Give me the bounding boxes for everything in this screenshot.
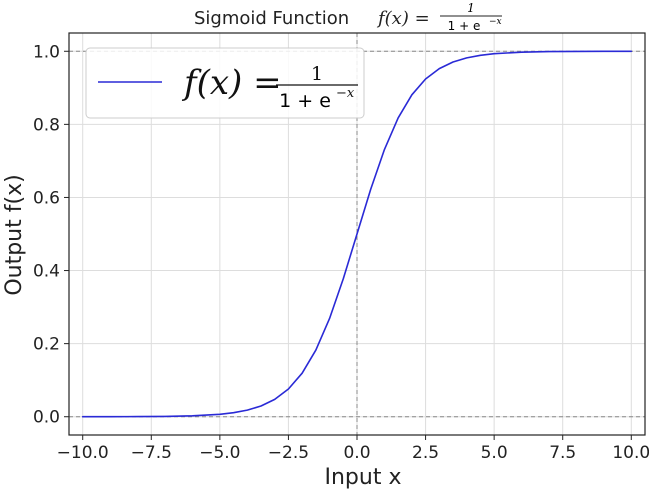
y-tick-label-4: 0.8	[33, 115, 60, 135]
legend-formula-exponent: −x	[336, 86, 355, 101]
x-tick-label-7: 7.5	[549, 443, 576, 463]
x-tick-label-4: 0.0	[343, 443, 370, 463]
x-tick-label-5: 2.5	[412, 443, 439, 463]
series-line-0	[81, 50, 633, 418]
y-tick-label-0: 0.0	[33, 408, 60, 428]
legend-formula-numerator: 1	[311, 63, 323, 85]
chart-title-group: Sigmoid Function f(x) = 1 1 + e −x	[194, 1, 502, 33]
series-layer	[81, 50, 633, 418]
chart-title-formula-exponent: −x	[489, 17, 502, 27]
chart-title-formula-numerator: 1	[467, 1, 475, 15]
legend-box	[85, 47, 365, 119]
chart-title-formula-denominator: 1 + e	[448, 19, 481, 33]
chart-title-formula-lhs: f(x) =	[376, 8, 430, 29]
y-tick-label-2: 0.4	[33, 262, 60, 282]
legend-formula-lhs: f(x) =	[181, 63, 282, 103]
chart-title: Sigmoid Function	[194, 8, 349, 29]
x-tick-label-3: −2.5	[268, 443, 309, 463]
x-axis-title: Input x	[325, 465, 402, 489]
y-tick-label-3: 0.6	[33, 188, 60, 208]
y-axis-title: Output f(x)	[2, 174, 27, 295]
legend-formula-denominator: 1 + e	[279, 90, 331, 112]
x-tick-label-8: 10.0	[612, 443, 649, 463]
x-tick-label-2: −5.0	[199, 443, 240, 463]
legend: f(x) = 1 1 + e −x	[85, 47, 365, 119]
y-tick-label-5: 1.0	[33, 42, 60, 62]
y-tick-label-1: 0.2	[33, 335, 60, 355]
y-axis-ticks: 0.0 0.2 0.4 0.6 0.8 1.0	[33, 42, 69, 428]
x-tick-label-0: −10.0	[57, 443, 109, 463]
x-tick-label-1: −7.5	[131, 443, 172, 463]
x-tick-label-6: 5.0	[481, 443, 508, 463]
x-axis-ticks: −10.0 −7.5 −5.0 −2.5 0.0 2.5 5.0 7.5 10.0	[57, 435, 649, 463]
